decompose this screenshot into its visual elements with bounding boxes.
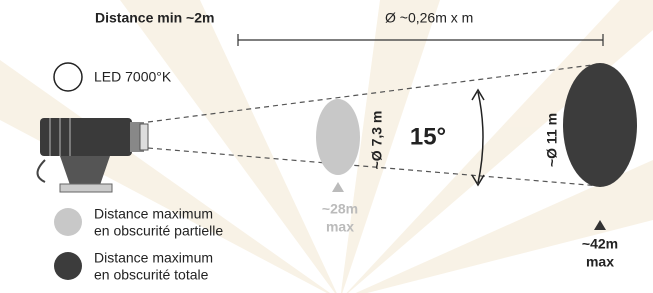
partial-spot — [316, 99, 360, 175]
partial-max: max — [326, 219, 354, 235]
beam-angle: 15° — [410, 123, 446, 150]
legend-text: en obscurité totale — [94, 267, 209, 283]
total-distance: ~42m — [582, 236, 618, 252]
legend-text: Distance maximum — [94, 250, 213, 266]
diagram: Distance min ~2m Ø ~0,26m x m LED 7000°K… — [0, 0, 653, 293]
led-icon — [54, 63, 82, 91]
partial-distance: ~28m — [322, 201, 358, 217]
diameter-formula: Ø ~0,26m x m — [385, 10, 473, 26]
led-label: LED 7000°K — [94, 69, 172, 85]
legend-text: en obscurité partielle — [94, 223, 223, 239]
legend-partial-icon — [54, 208, 82, 236]
total-diameter: ~Ø 11 m — [544, 113, 560, 167]
min-distance: Distance min ~2m — [95, 10, 214, 26]
legend-text: Distance maximum — [94, 206, 213, 222]
legend-total-icon — [54, 252, 82, 280]
total-spot — [563, 63, 637, 187]
partial-diameter: ~Ø 7,3 m — [369, 111, 385, 170]
total-max: max — [586, 254, 614, 270]
partial-marker — [332, 182, 344, 192]
